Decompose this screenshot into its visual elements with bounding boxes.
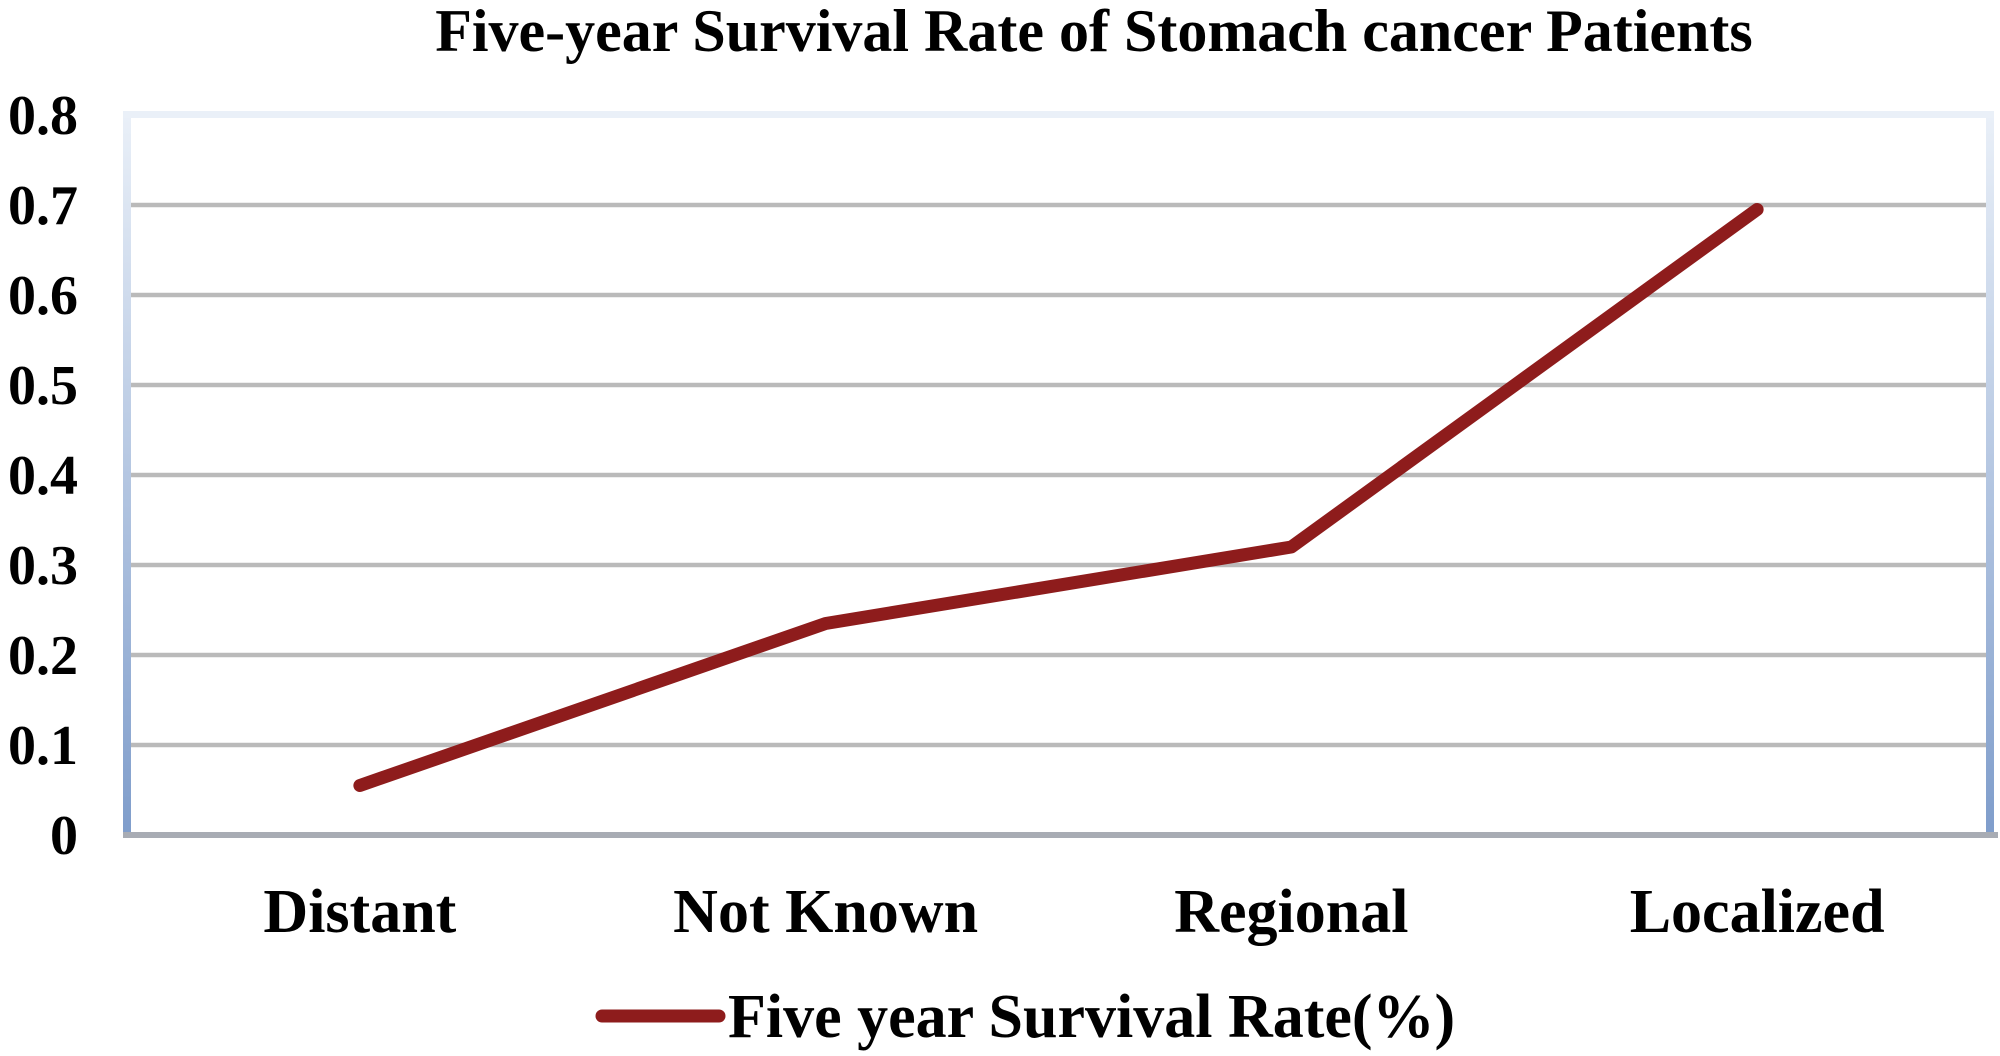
legend: Five year Survival Rate(%) bbox=[595, 983, 1455, 1051]
y-tick-label: 0.8 bbox=[8, 85, 78, 147]
legend-label: Five year Survival Rate(%) bbox=[728, 983, 1455, 1051]
series-line-group bbox=[353, 203, 1764, 792]
x-category-label: Regional bbox=[1174, 878, 1408, 946]
y-tick-label: 0.5 bbox=[8, 355, 78, 417]
x-category-label: Distant bbox=[263, 878, 456, 946]
y-axis-tick-labels: 0 0.1 0.2 0.3 0.4 0.5 0.6 0.7 0.8 bbox=[8, 85, 78, 867]
plot-top-border bbox=[123, 111, 1994, 118]
x-category-label: Not Known bbox=[673, 878, 978, 946]
chart-title: Five-year Survival Rate of Stomach cance… bbox=[435, 0, 1753, 64]
plot-right-border bbox=[1986, 111, 1994, 835]
y-tick-label: 0.4 bbox=[8, 445, 78, 507]
y-axis-line bbox=[123, 111, 131, 835]
survival-rate-line bbox=[353, 203, 1764, 792]
plot-area-border bbox=[123, 111, 1998, 838]
x-axis-category-labels: Distant Not Known Regional Localized bbox=[263, 878, 1884, 946]
x-category-label: Localized bbox=[1630, 878, 1885, 946]
y-tick-label: 0.6 bbox=[8, 265, 78, 327]
y-tick-label: 0.3 bbox=[8, 535, 78, 597]
y-tick-label: 0.1 bbox=[8, 715, 78, 777]
y-tick-label: 0 bbox=[50, 805, 78, 867]
y-tick-label: 0.7 bbox=[8, 175, 78, 237]
x-axis-line bbox=[123, 832, 1998, 838]
y-tick-label: 0.2 bbox=[8, 625, 78, 687]
gridlines bbox=[131, 202, 1986, 748]
